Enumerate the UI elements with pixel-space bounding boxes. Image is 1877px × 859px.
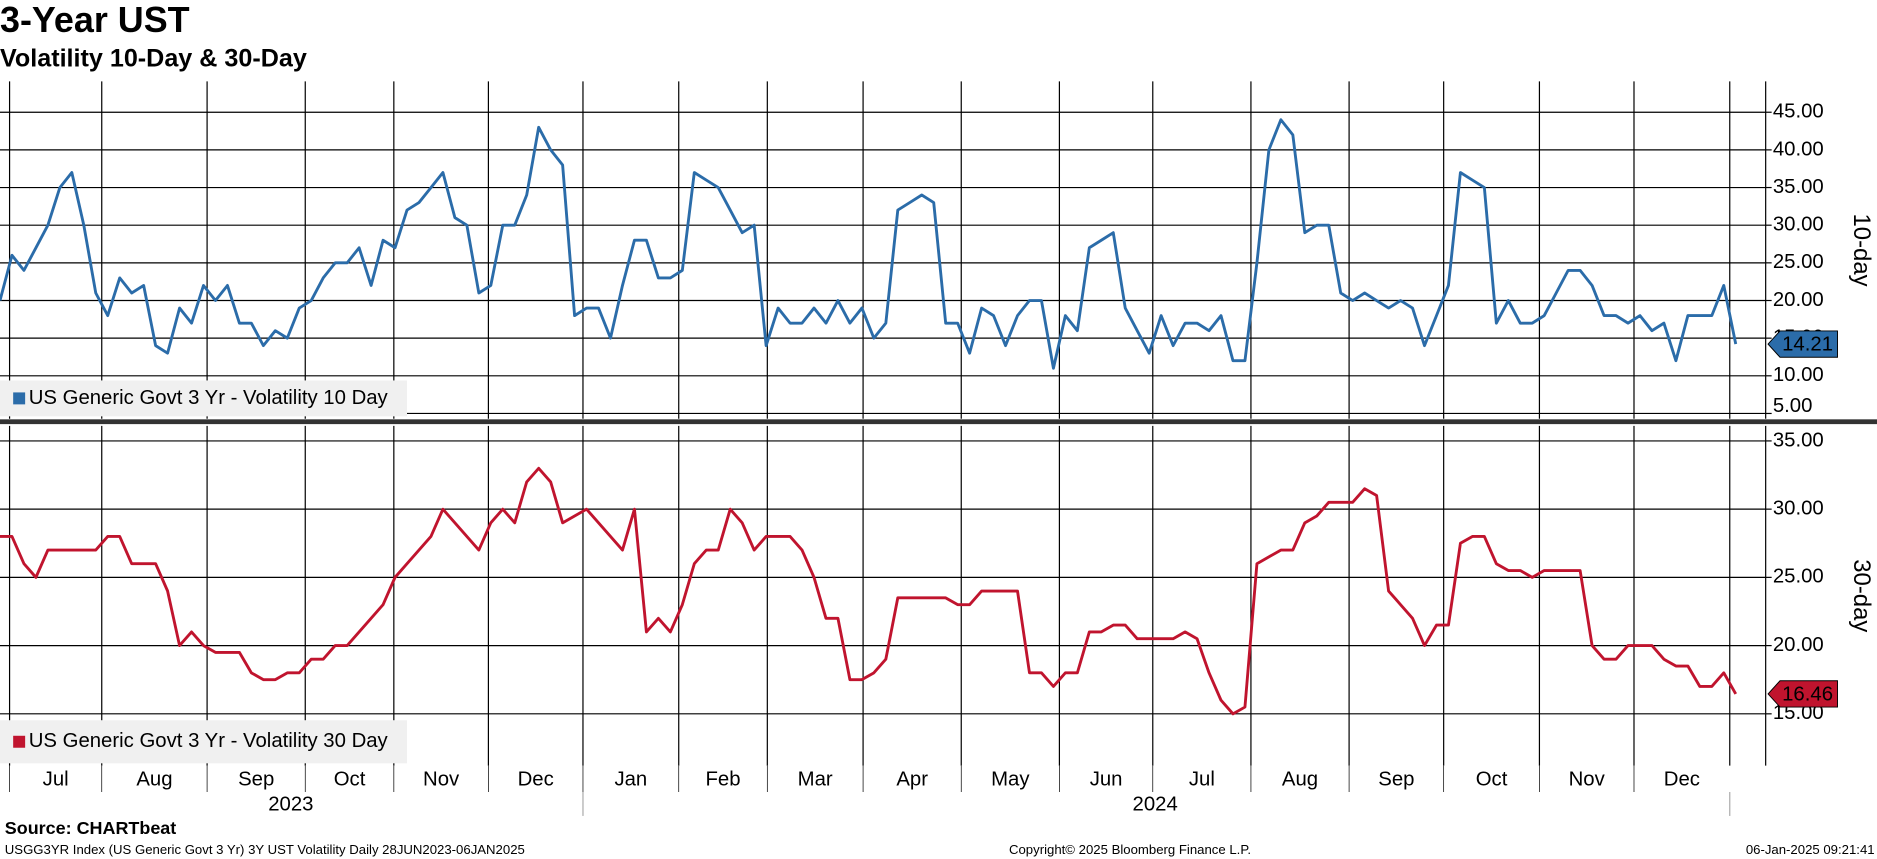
x-tick-label: Apr: [896, 768, 928, 790]
y-axis-title: 30-day: [1848, 559, 1875, 632]
x-tick-label: Jun: [1090, 768, 1123, 790]
panel-separator: [0, 419, 1877, 425]
y-tick-label: 30.00: [1773, 214, 1824, 236]
legend-swatch: [13, 735, 26, 748]
x-tick-label: Oct: [334, 768, 366, 790]
footer-info: USGG3YR Index (US Generic Govt 3 Yr) 3Y …: [5, 842, 525, 857]
x-tick-label: Sep: [1378, 768, 1414, 790]
legend-box: [0, 380, 408, 417]
line-series: [0, 118, 1738, 370]
last-value-tag: [1767, 330, 1838, 358]
x-tick-label: Jul: [1189, 768, 1215, 790]
x-tick-label: Nov: [423, 768, 460, 790]
x-tick-label: Feb: [706, 768, 741, 790]
last-value-label: 14.21: [1782, 334, 1833, 356]
y-tick-label: 25.00: [1773, 251, 1824, 273]
source: Source: CHARTbeat: [5, 818, 176, 838]
x-tick-label: Dec: [1664, 768, 1700, 790]
y-tick-label: 35.00: [1773, 176, 1824, 198]
y-tick-label: 15.00: [1773, 702, 1824, 724]
year-label: 2024: [1133, 794, 1178, 816]
x-tick-label: Sep: [238, 768, 274, 790]
y-tick-label: 20.00: [1773, 634, 1824, 656]
x-tick-label: Aug: [1282, 768, 1318, 790]
x-tick-label: Mar: [798, 768, 833, 790]
x-tick-label: Jul: [43, 768, 69, 790]
y-tick-label: 40.00: [1773, 138, 1824, 160]
chart-subtitle: Volatility 10-Day & 30-Day: [0, 44, 307, 72]
last-value-label: 16.46: [1782, 683, 1833, 705]
timestamp: 06-Jan-2025 09:21:41: [1746, 842, 1875, 857]
x-tick-label: Oct: [1476, 768, 1508, 790]
chart-title: 3-Year UST: [0, 0, 190, 40]
y-tick-label: 5.00: [1773, 395, 1813, 417]
x-tick-label: Nov: [1569, 768, 1606, 790]
last-value-tag: [1767, 680, 1838, 708]
y-tick-label: 30.00: [1773, 498, 1824, 520]
x-tick-label: Jan: [614, 768, 647, 790]
legend-label: US Generic Govt 3 Yr - Volatility 30 Day: [29, 730, 389, 752]
legend-box: [0, 720, 408, 764]
y-tick-label: 25.00: [1773, 566, 1824, 588]
y-tick-label: 45.00: [1773, 101, 1824, 123]
x-tick-label: Dec: [518, 768, 554, 790]
y-tick-label: 20.00: [1773, 289, 1824, 311]
line-series: [0, 466, 1737, 716]
year-label: 2023: [268, 794, 313, 816]
y-axis-title: 10-day: [1848, 213, 1875, 286]
legend-swatch: [13, 392, 26, 405]
x-tick-label: Aug: [136, 768, 172, 790]
legend-label: US Generic Govt 3 Yr - Volatility 10 Day: [29, 387, 389, 409]
y-tick-label: 10.00: [1773, 364, 1824, 386]
y-tick-label: 35.00: [1773, 429, 1824, 451]
x-tick-label: May: [991, 768, 1030, 790]
copyright: Copyright© 2025 Bloomberg Finance L.P.: [1009, 842, 1251, 857]
